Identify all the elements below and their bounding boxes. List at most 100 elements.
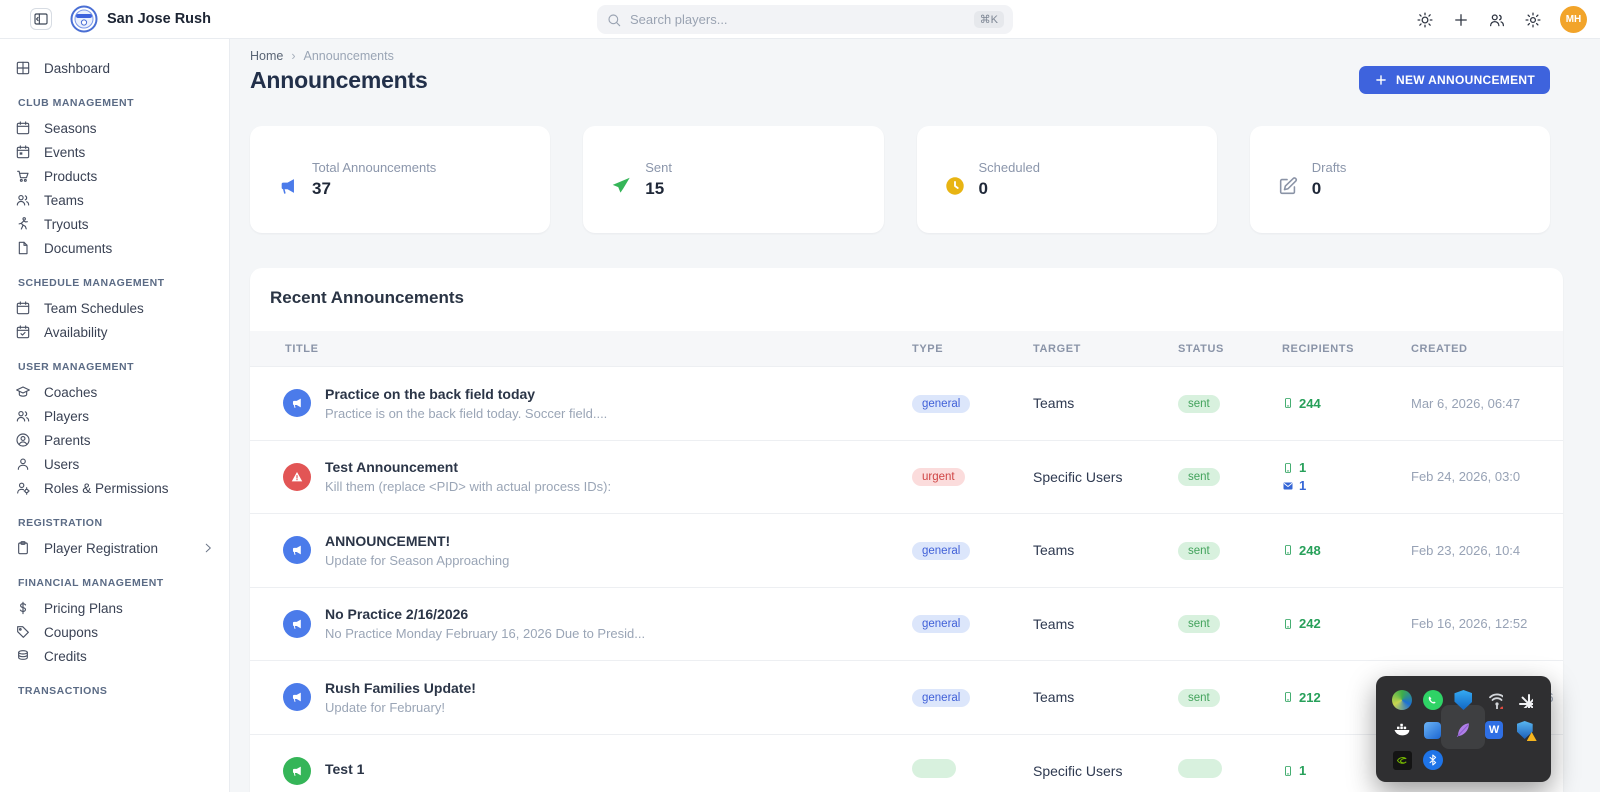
target-cell: Specific Users bbox=[1033, 468, 1123, 485]
announcement-description: No Practice Monday February 16, 2026 Due… bbox=[325, 626, 646, 642]
sidebar-item-label: Seasons bbox=[44, 120, 97, 136]
table-row[interactable]: Practice on the back field today Practice… bbox=[250, 366, 1563, 440]
sidebar-item-label: Pricing Plans bbox=[44, 600, 123, 616]
col-created: CREATED bbox=[1411, 342, 1468, 355]
sidebar-item-teams[interactable]: Teams bbox=[0, 188, 229, 212]
sidebar-item-parents[interactable]: Parents bbox=[0, 428, 229, 452]
stat-value: 15 bbox=[645, 179, 665, 198]
blue-box-icon[interactable] bbox=[1423, 720, 1443, 740]
user-circle-icon bbox=[15, 432, 31, 448]
gear-icon bbox=[1524, 11, 1542, 29]
idm-icon[interactable] bbox=[1392, 690, 1413, 710]
header-actions: MH bbox=[1416, 0, 1587, 39]
phone-icon bbox=[1282, 397, 1294, 409]
target-cell: Teams bbox=[1033, 395, 1075, 412]
breadcrumb-home[interactable]: Home bbox=[250, 49, 284, 63]
defender-shield-icon[interactable] bbox=[1453, 690, 1473, 710]
table-row[interactable]: Rush Families Update! Update for February… bbox=[250, 660, 1563, 734]
status-badge: sent bbox=[1178, 541, 1220, 560]
sidebar-section-club-management: CLUB MANAGEMENT bbox=[18, 97, 134, 109]
sidebar-item-tryouts[interactable]: Tryouts bbox=[0, 212, 229, 236]
bluetooth-icon[interactable] bbox=[1422, 750, 1443, 770]
megaphone-icon bbox=[283, 609, 311, 638]
new-announcement-button[interactable]: NEW ANNOUNCEMENT bbox=[1358, 66, 1550, 94]
page-title: Announcements bbox=[250, 66, 428, 93]
sidebar-item-coupons[interactable]: Coupons bbox=[0, 620, 229, 644]
status-badge: sent bbox=[1178, 688, 1220, 707]
search-input[interactable]: Search players... ⌘K bbox=[597, 5, 1013, 34]
announcement-title: ANNOUNCEMENT! bbox=[325, 532, 451, 549]
quick-add-button[interactable] bbox=[1452, 11, 1470, 29]
sidebar-item-roles-permissions[interactable]: Roles & Permissions bbox=[0, 476, 229, 500]
sidebar-collapse-button[interactable] bbox=[30, 8, 52, 30]
sidebar-item-label: Coaches bbox=[44, 384, 98, 400]
sidebar-section-user-management: USER MANAGEMENT bbox=[18, 361, 135, 373]
table-row[interactable]: Test Announcement Kill them (replace <PID… bbox=[250, 439, 1563, 514]
sidebar-section-schedule-management: SCHEDULE MANAGEMENT bbox=[18, 277, 165, 289]
settings-button[interactable] bbox=[1524, 11, 1542, 29]
starburst-icon[interactable] bbox=[1515, 690, 1535, 710]
breadcrumb: Home › Announcements bbox=[250, 48, 1600, 64]
send-icon bbox=[610, 175, 632, 197]
sidebar-item-availability[interactable]: Availability bbox=[0, 320, 229, 344]
table-row[interactable]: Test 1 Specific Users 1 Jan 19, 2026, 01… bbox=[250, 733, 1563, 792]
users-icon bbox=[15, 192, 31, 208]
main-content: Home › Announcements Announcements NEW A… bbox=[230, 39, 1600, 792]
type-badge: general bbox=[912, 541, 971, 560]
created-cell: Feb 23, 2026, 10:4 bbox=[1411, 542, 1521, 558]
status-badge: sent bbox=[1178, 394, 1220, 413]
col-target: TARGET bbox=[1033, 342, 1082, 355]
sidebar-item-coaches[interactable]: Coaches bbox=[0, 380, 229, 404]
mail-icon bbox=[1282, 480, 1294, 492]
sidebar-item-label: Roles & Permissions bbox=[44, 480, 169, 496]
push-count: 212 bbox=[1299, 689, 1321, 705]
table-row[interactable]: No Practice 2/16/2026 No Practice Monday … bbox=[250, 586, 1563, 661]
sidebar-item-events[interactable]: Events bbox=[0, 140, 229, 164]
shield-warning-icon[interactable] bbox=[1515, 720, 1537, 741]
feather-icon[interactable] bbox=[1453, 720, 1473, 740]
runner-icon bbox=[15, 216, 31, 232]
status-badge: sent bbox=[1178, 615, 1220, 634]
whatsapp-icon[interactable] bbox=[1422, 690, 1443, 710]
sidebar-item-pricing-plans[interactable]: Pricing Plans bbox=[0, 596, 229, 620]
status-badge bbox=[1178, 758, 1222, 778]
dollar-icon bbox=[15, 600, 31, 616]
sidebar-item-players[interactable]: Players bbox=[0, 404, 229, 428]
col-type: TYPE bbox=[912, 342, 944, 355]
sidebar-item-player-registration[interactable]: Player Registration bbox=[0, 536, 229, 560]
created-cell: Feb 24, 2026, 03:0 bbox=[1411, 469, 1521, 485]
col-recipients: RECIPIENTS bbox=[1282, 342, 1355, 355]
nvidia-icon[interactable] bbox=[1392, 750, 1412, 770]
wordweb-icon[interactable]: W bbox=[1485, 721, 1504, 739]
user-avatar[interactable]: MH bbox=[1560, 6, 1587, 33]
sidebar-item-team-schedules[interactable]: Team Schedules bbox=[0, 296, 229, 320]
table-row[interactable]: ANNOUNCEMENT! Update for Season Approachi… bbox=[250, 513, 1563, 587]
sidebar-item-dashboard[interactable]: Dashboard bbox=[0, 56, 229, 80]
stat-value: 0 bbox=[1311, 179, 1322, 198]
sidebar-item-documents[interactable]: Documents bbox=[0, 236, 229, 260]
theme-toggle-button[interactable] bbox=[1416, 11, 1434, 29]
mobile-hotspot-icon[interactable] bbox=[1484, 690, 1504, 710]
col-status: STATUS bbox=[1178, 342, 1224, 355]
sidebar-item-products[interactable]: Products bbox=[0, 164, 229, 188]
club-logo bbox=[70, 5, 98, 33]
sidebar-item-credits[interactable]: Credits bbox=[0, 644, 229, 668]
calendar-check-icon bbox=[15, 324, 31, 340]
status-badge: sent bbox=[1178, 468, 1220, 487]
sidebar-item-label: Parents bbox=[44, 432, 91, 448]
new-announcement-label: NEW ANNOUNCEMENT bbox=[1395, 73, 1535, 87]
users-menu-button[interactable] bbox=[1488, 11, 1506, 29]
megaphone-icon bbox=[283, 389, 311, 418]
search-shortcut-badge: ⌘K bbox=[973, 11, 1004, 28]
stat-label: Total Announcements bbox=[312, 160, 437, 175]
col-title: TITLE bbox=[285, 342, 319, 355]
target-cell: Teams bbox=[1033, 542, 1075, 559]
calendar-icon bbox=[15, 120, 31, 136]
users-icon bbox=[15, 408, 31, 424]
sidebar-item-seasons[interactable]: Seasons bbox=[0, 116, 229, 140]
announcement-title: Test Announcement bbox=[325, 459, 459, 476]
sidebar-item-label: Players bbox=[44, 408, 90, 424]
type-badge: general bbox=[912, 688, 971, 707]
sidebar-item-users[interactable]: Users bbox=[0, 452, 229, 476]
docker-icon[interactable] bbox=[1392, 720, 1412, 740]
